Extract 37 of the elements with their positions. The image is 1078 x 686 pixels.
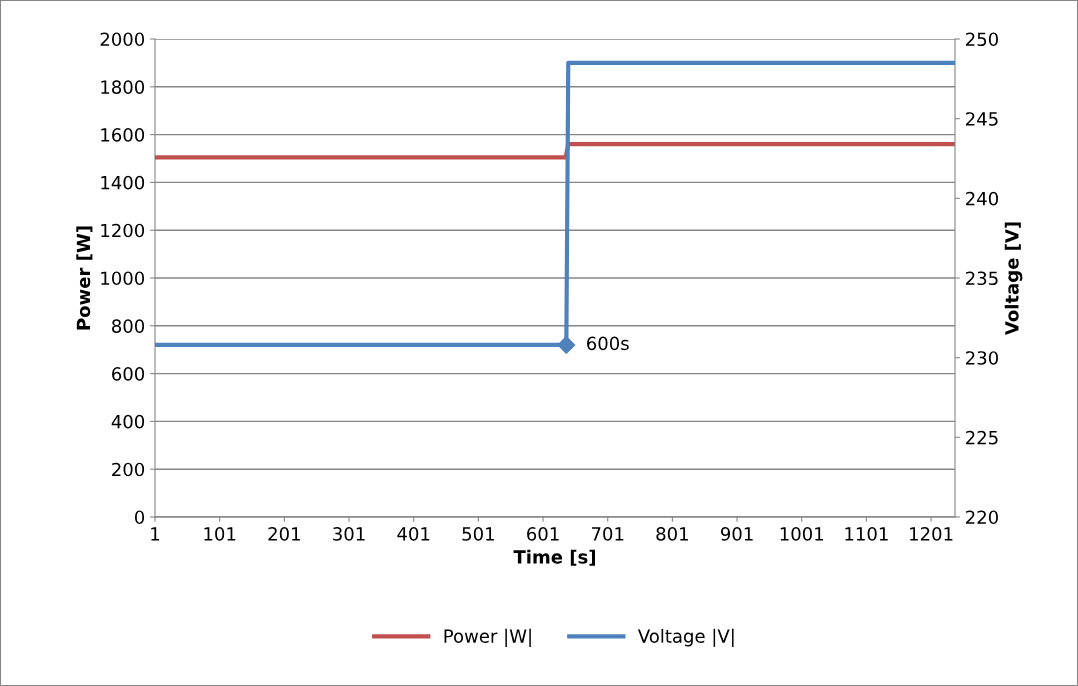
legend-label: Voltage |V| <box>637 628 734 647</box>
y2-tick-label: 220 <box>966 510 998 525</box>
y-tick-label: 1600 <box>101 128 145 142</box>
x-tick-label: 401 <box>397 527 430 541</box>
x-tick-label: 101 <box>204 527 236 541</box>
x-tick-label: 701 <box>591 527 624 541</box>
y-axis-title: Power [W] <box>76 226 93 330</box>
x-tick-label: 1101 <box>845 527 888 541</box>
annotation: 600s <box>587 336 629 351</box>
y-tick-label: 1200 <box>101 223 145 238</box>
y2-tick-label: 245 <box>966 112 998 126</box>
x-tick-label: 201 <box>268 527 300 541</box>
y-tick-label: 2000 <box>100 32 145 47</box>
y2-tick-label: 230 <box>966 351 998 365</box>
x-tick-label: 1201 <box>910 527 953 541</box>
y-tick-label: 1400 <box>101 175 145 190</box>
x-axis-title: Time [s] <box>513 549 595 566</box>
x-tick-label: 601 <box>527 527 559 541</box>
y-tick-label: 0 <box>134 510 145 525</box>
y-tick-label: 800 <box>112 319 145 333</box>
y2-axis-title: Voltage [V] <box>1004 222 1023 336</box>
y2-tick-label: 250 <box>966 32 998 47</box>
y-tick-label: 400 <box>111 414 145 429</box>
x-tick-label: 1001 <box>780 527 824 541</box>
y2-tick-label: 235 <box>966 271 998 286</box>
x-tick-label: 501 <box>462 527 494 541</box>
y-tick-label: 600 <box>112 367 145 381</box>
y2-tick-label: 225 <box>966 430 998 445</box>
x-tick-label: 301 <box>333 527 365 541</box>
legend-label: Power |W| <box>444 628 531 647</box>
y-tick-label: 1800 <box>101 80 145 94</box>
x-tick-label: 901 <box>720 527 753 541</box>
x-tick-label: 1 <box>151 527 160 541</box>
x-tick-label: 801 <box>656 527 688 541</box>
y2-tick-label: 240 <box>966 191 998 206</box>
y-tick-label: 200 <box>112 462 145 477</box>
y-tick-label: 1000 <box>101 271 145 286</box>
